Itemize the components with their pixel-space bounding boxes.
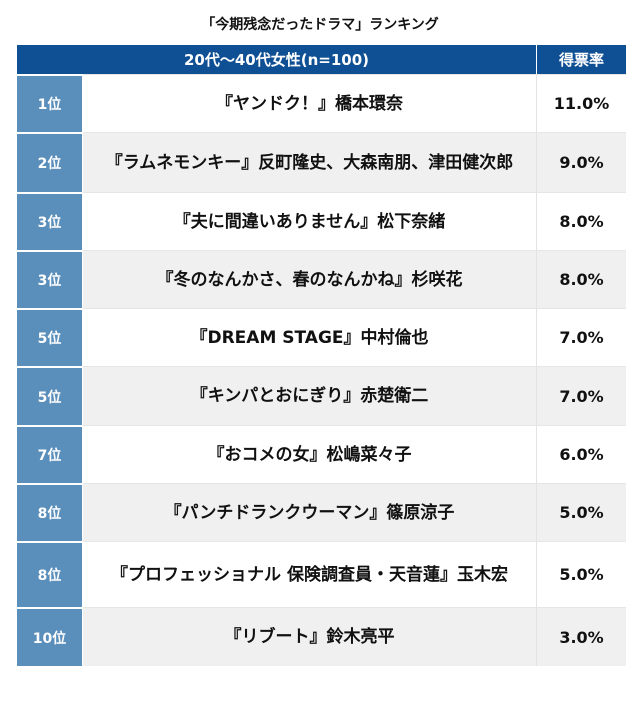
drama-cell: 『ヤンドク！』橋本環奈 [83,74,537,132]
rate-cell: 8.0% [537,250,626,308]
rate-cell: 11.0% [537,74,626,132]
rate-cell: 5.0% [537,541,626,607]
header-row: 20代〜40代女性(n=100) 得票率 [17,45,626,74]
drama-cell: 『リブート』鈴木亮平 [83,607,537,666]
rank-cell: 1位 [17,74,83,132]
table-row: 8位 『プロフェッショナル 保険調査員・天音蓮』玉木宏 5.0% [17,541,626,607]
rank-cell: 5位 [17,366,83,425]
rank-cell: 7位 [17,425,83,483]
table-row: 2位 『ラムネモンキー』反町隆史、大森南朋、津田健次郎 9.0% [17,132,626,192]
rank-cell: 3位 [17,250,83,308]
rank-cell: 3位 [17,192,83,250]
drama-cell: 『DREAM STAGE』中村倫也 [83,308,537,366]
rank-cell: 10位 [17,607,83,666]
rank-cell: 5位 [17,308,83,366]
table-row: 3位 『夫に間違いありません』松下奈緒 8.0% [17,192,626,250]
rate-cell: 9.0% [537,132,626,192]
drama-cell: 『おコメの女』松嶋菜々子 [83,425,537,483]
rate-cell: 6.0% [537,425,626,483]
drama-cell: 『パンチドランクウーマン』篠原涼子 [83,483,537,541]
header-rate-label: 得票率 [537,45,626,74]
drama-cell: 『夫に間違いありません』松下奈緒 [83,192,537,250]
drama-cell: 『プロフェッショナル 保険調査員・天音蓮』玉木宏 [83,541,537,607]
rank-cell: 2位 [17,132,83,192]
drama-cell: 『冬のなんかさ、春のなんかね』杉咲花 [83,250,537,308]
table-row: 7位 『おコメの女』松嶋菜々子 6.0% [17,425,626,483]
rate-cell: 8.0% [537,192,626,250]
header-group-label: 20代〜40代女性(n=100) [17,45,537,74]
ranking-title: 「今期残念だったドラマ」ランキング [201,17,439,33]
rank-cell: 8位 [17,541,83,607]
drama-cell: 『ラムネモンキー』反町隆史、大森南朋、津田健次郎 [83,132,537,192]
rate-cell: 7.0% [537,366,626,425]
rate-cell: 5.0% [537,483,626,541]
table-row: 8位 『パンチドランクウーマン』篠原涼子 5.0% [17,483,626,541]
rank-cell: 8位 [17,483,83,541]
table-row: 10位 『リブート』鈴木亮平 3.0% [17,607,626,666]
ranking-table: 20代〜40代女性(n=100) 得票率 1位 『ヤンドク！』橋本環奈 11.0… [17,45,626,666]
rate-cell: 7.0% [537,308,626,366]
table-row: 1位 『ヤンドク！』橋本環奈 11.0% [17,74,626,132]
table-row: 5位 『キンパとおにぎり』赤楚衛二 7.0% [17,366,626,425]
drama-cell: 『キンパとおにぎり』赤楚衛二 [83,366,537,425]
table-row: 3位 『冬のなんかさ、春のなんかね』杉咲花 8.0% [17,250,626,308]
rate-cell: 3.0% [537,607,626,666]
table-row: 5位 『DREAM STAGE』中村倫也 7.0% [17,308,626,366]
